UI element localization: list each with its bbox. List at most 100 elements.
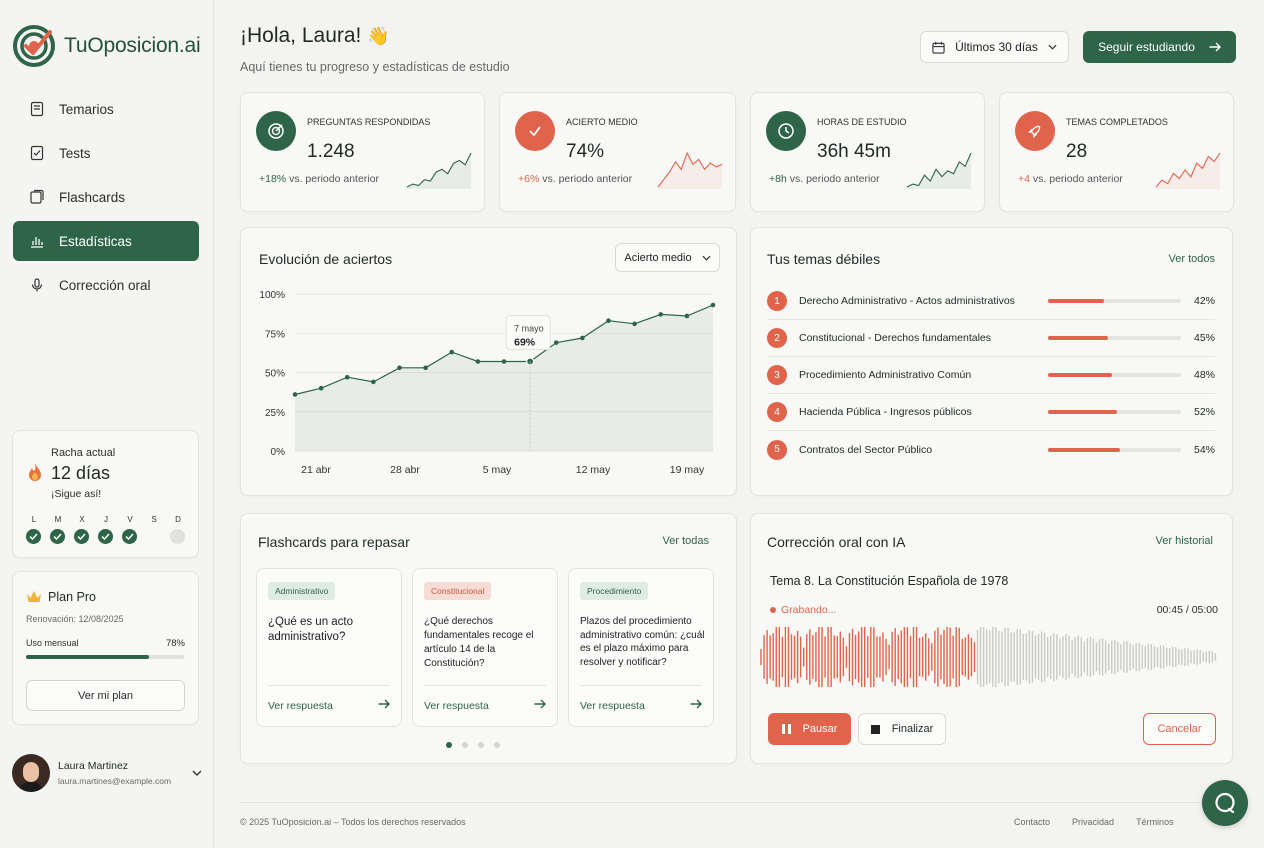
pause-icon (781, 724, 791, 734)
data-point[interactable] (371, 379, 376, 385)
chat-support-button[interactable] (1202, 780, 1248, 826)
crown-icon (27, 591, 41, 602)
view-answer-link[interactable]: Ver respuesta (580, 699, 645, 712)
usage-fill (26, 655, 150, 659)
view-all-topics-link[interactable]: Ver todos (1168, 253, 1215, 265)
weak-topic-bar (1048, 373, 1181, 377)
sidebar-item-tests[interactable]: Tests (13, 133, 199, 173)
data-point[interactable] (501, 359, 507, 364)
stat-card: TEMAS COMPLETADOS 28 +4 vs. periodo anteri… (999, 92, 1234, 212)
view-all-flashcards-link[interactable]: Ver todas (662, 535, 709, 547)
audio-waveform (760, 627, 1217, 687)
data-point[interactable] (397, 365, 402, 371)
view-answer-link[interactable]: Ver respuesta (268, 699, 333, 712)
weak-topic-pct: 42% (1193, 295, 1215, 307)
weak-topic-pct: 48% (1193, 369, 1215, 381)
streak-day-done-icon (98, 529, 113, 544)
data-point[interactable] (632, 321, 637, 327)
weak-topic-bar (1048, 336, 1181, 340)
streak-day-empty-icon (146, 529, 161, 544)
data-point[interactable] (658, 312, 664, 317)
flashcard-tag: Constitucional (424, 582, 492, 600)
sparkline (657, 151, 723, 189)
logo[interactable]: TuOposicion.ai (12, 24, 201, 68)
finish-button[interactable]: Finalizar (858, 713, 946, 745)
y-tick-label: 25% (265, 408, 285, 419)
flashcard[interactable]: Constitucional ¿Qué derechos fundamentale… (412, 568, 558, 727)
footer-link-privacy[interactable]: Privacidad (1072, 817, 1115, 827)
weak-topic-row[interactable]: 4 Hacienda Pública - Ingresos públicos 52% (767, 394, 1215, 431)
metric-select[interactable]: Acierto medio (615, 243, 720, 272)
flashcard[interactable]: Procedimiento Plazos del procedimiento ad… (568, 568, 714, 727)
user-menu[interactable]: Laura Martinez laura.martines@example.co… (12, 753, 202, 793)
footer-link-contact[interactable]: Contacto (1014, 817, 1051, 827)
streak-day-empty-icon (170, 529, 185, 544)
data-point[interactable] (423, 365, 428, 371)
data-point[interactable] (580, 335, 585, 341)
flashcard-question: ¿Qué derechos fundamentales recoge el ar… (424, 616, 534, 669)
carousel-dot[interactable] (462, 742, 468, 748)
arrow-right-icon[interactable] (690, 699, 702, 712)
chevron-down-icon[interactable] (192, 770, 202, 776)
data-point[interactable] (606, 318, 611, 323)
weak-topic-bar (1048, 299, 1181, 303)
arrow-right-icon[interactable] (378, 699, 390, 712)
weak-topic-bar (1048, 410, 1181, 414)
flashcard[interactable]: Administrativo ¿Qué es un acto administra… (256, 568, 402, 727)
data-point[interactable] (553, 340, 559, 345)
sidebar-item-estadisticas[interactable]: Estadísticas (13, 221, 199, 261)
view-answer-link[interactable]: Ver respuesta (424, 699, 489, 712)
data-point[interactable] (344, 374, 350, 380)
rank-badge: 1 (767, 291, 787, 311)
sidebar-item-temarios[interactable]: Temarios (13, 89, 199, 129)
streak-day-label: S (151, 515, 157, 524)
flashcards-card: Flashcards para repasar Ver todas Admini… (240, 513, 737, 764)
y-tick-label: 75% (265, 329, 285, 340)
cancel-button[interactable]: Cancelar (1143, 713, 1216, 745)
rank-badge: 2 (767, 328, 787, 348)
weak-topic-row[interactable]: 3 Procedimiento Administrativo Común 48% (767, 357, 1215, 394)
sparkline (406, 152, 472, 189)
tooltip-date: 7 mayo (514, 324, 544, 334)
continue-studying-button[interactable]: Seguir estudiando (1083, 31, 1236, 63)
streak-day-label: L (31, 515, 37, 524)
weak-topic-bar (1048, 447, 1181, 452)
carousel-dot[interactable] (446, 742, 452, 748)
app-name: TuOposicion.ai (64, 34, 201, 57)
streak-subtitle: ¡Sigue así! (51, 488, 102, 500)
stat-delta-value: +18% (259, 173, 287, 185)
stat-delta-text: vs. periodo anterior (289, 173, 379, 185)
weak-topic-row[interactable]: 5 Contratos del Sector Público 54% (767, 431, 1215, 468)
data-point[interactable] (475, 359, 481, 364)
weak-topic-bar-fill (1048, 336, 1108, 340)
weak-topic-row[interactable]: 1 Derecho Administrativo - Actos administ… (767, 283, 1215, 320)
footer-link-terms[interactable]: Términos (1136, 817, 1174, 827)
view-plan-button[interactable]: Ver mi plan (26, 680, 185, 711)
sidebar-item-flashcards[interactable]: Flashcards (13, 177, 199, 217)
weak-topic-row[interactable]: 2 Constitucional - Derechos fundamentales… (767, 320, 1215, 357)
stat-value: 74% (566, 141, 605, 162)
data-point[interactable] (684, 313, 690, 319)
view-history-link[interactable]: Ver historial (1155, 535, 1213, 547)
data-point[interactable] (318, 385, 324, 391)
streak-title: Racha actual (51, 447, 116, 459)
carousel-dot[interactable] (478, 742, 484, 748)
sidebar-item-correccion-oral[interactable]: Corrección oral (13, 265, 199, 305)
stat-card: HORAS DE ESTUDIO 36h 45m +8h vs. periodo a… (750, 92, 985, 212)
streak-day-done-icon (50, 529, 65, 544)
carousel-dot[interactable] (494, 742, 500, 748)
date-range-select[interactable]: Últimos 30 días (920, 31, 1069, 63)
main-content: ¡Hola, Laura! 👋 Aquí tienes tu progreso … (214, 0, 1264, 848)
flashcard-footer: Ver respuesta (268, 685, 390, 725)
weak-topic-name: Derecho Administrativo - Actos administr… (799, 295, 1015, 307)
x-tick-label: 28 abr (390, 464, 420, 476)
arrow-right-icon[interactable] (534, 699, 546, 712)
data-point[interactable] (449, 349, 455, 355)
oral-correction-card: Corrección oral con IA Ver historial Tem… (750, 513, 1233, 764)
data-point[interactable] (710, 302, 716, 308)
data-point[interactable] (292, 392, 298, 397)
user-email: laura.martines@example.com (58, 776, 172, 786)
sidebar-item-label: Tests (59, 145, 91, 161)
pause-button[interactable]: Pausar (768, 713, 851, 745)
flashcard-question: Plazos del procedimiento administrativo … (580, 616, 705, 668)
